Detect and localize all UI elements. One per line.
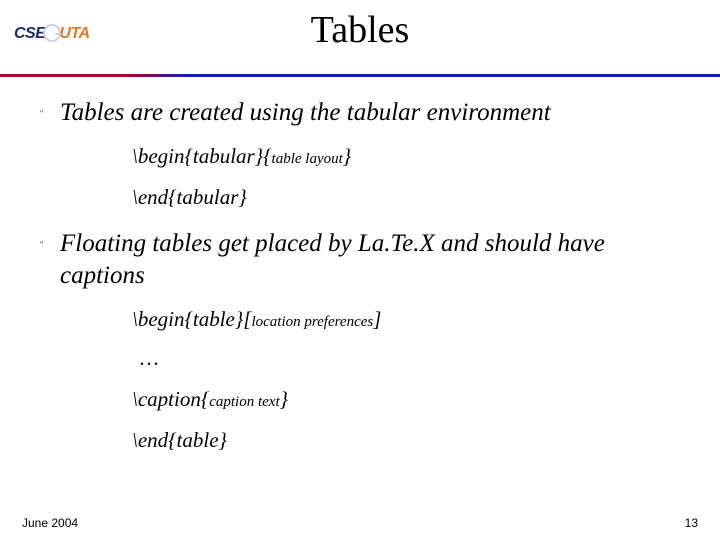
bullet-icon: " xyxy=(40,240,43,249)
logo-text-cse: CSE xyxy=(14,25,45,42)
logo: CSE UTA xyxy=(14,24,90,43)
code-line: \end{tabular} xyxy=(132,185,684,210)
code-line: \caption{caption text} xyxy=(132,387,684,412)
page-title: Tables xyxy=(0,0,720,52)
logo-text-uta: UTA xyxy=(59,25,89,42)
code-cmd: \begin{tabular}{ xyxy=(132,144,272,168)
bullet-text: Tables are created using the tabular env… xyxy=(60,97,684,128)
code-arg: caption text xyxy=(209,394,279,410)
footer-page: 13 xyxy=(685,516,698,530)
code-line: \begin{table}[location preferences] xyxy=(132,307,684,332)
bullet-item: " Tables are created using the tabular e… xyxy=(60,97,684,128)
code-arg: location preferences xyxy=(251,314,373,330)
slide-header: CSE UTA Tables xyxy=(0,0,720,74)
footer: June 2004 13 xyxy=(0,516,720,530)
code-close: } xyxy=(343,144,351,168)
content-area: " Tables are created using the tabular e… xyxy=(0,77,720,453)
code-close: ] xyxy=(373,307,381,331)
code-ellipsis: … xyxy=(140,346,684,371)
code-cmd: \caption{ xyxy=(132,387,209,411)
bullet-icon: " xyxy=(40,109,43,118)
code-arg: table layout xyxy=(272,151,343,167)
code-line: \end{table} xyxy=(132,428,684,453)
code-line: \begin{tabular}{table layout} xyxy=(132,144,684,169)
code-close: } xyxy=(280,387,288,411)
bullet-item: " Floating tables get placed by La.Te.X … xyxy=(60,228,684,291)
code-cmd: \begin{table}[ xyxy=(132,307,251,331)
bullet-text: Floating tables get placed by La.Te.X an… xyxy=(60,228,684,291)
footer-date: June 2004 xyxy=(22,516,78,530)
